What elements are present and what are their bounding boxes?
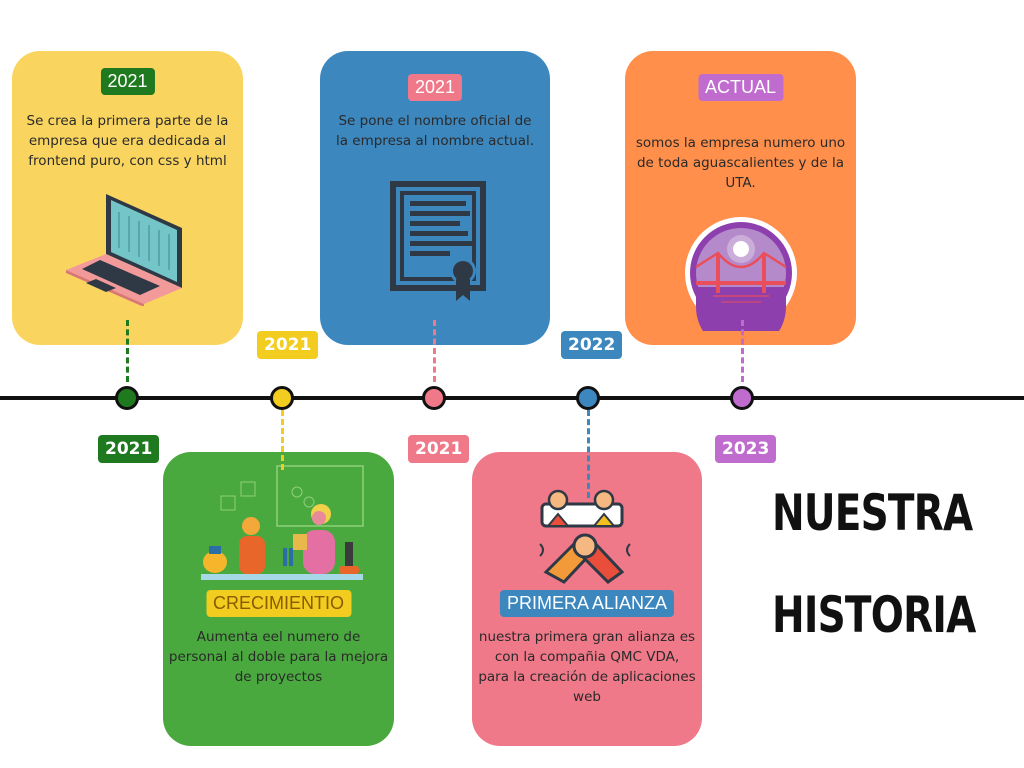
laptop-icon [66, 194, 182, 306]
year-label: 2021 [98, 435, 160, 463]
timeline-node [730, 386, 754, 410]
handshake-icon [539, 489, 631, 584]
card-description: Aumenta eel numero de personal al doble … [168, 629, 389, 685]
card-crecimiento: CRECIMIENTIO Aumenta eel numero de perso… [163, 452, 394, 746]
timeline-node [576, 386, 600, 410]
card-badge: 2021 [407, 74, 463, 101]
timeline-node [115, 386, 139, 410]
card-badge: ACTUAL [697, 74, 784, 101]
card-description: somos la empresa numero uno de toda agua… [635, 135, 846, 191]
lab-team-icon [201, 465, 364, 580]
card-badge: CRECIMIENTIO [205, 590, 352, 617]
title-line-2: HISTORIA [772, 586, 976, 644]
year-label: 2023 [715, 435, 777, 463]
card-description: Se pone el nombre oficial de la empresa … [335, 113, 535, 149]
card-actual: ACTUAL somos la empresa numero uno de to… [625, 51, 856, 345]
card-description: Se crea la primera parte de la empresa q… [26, 113, 229, 169]
connector-line [433, 320, 436, 382]
connector-line [281, 410, 284, 470]
certificate-icon [390, 181, 486, 301]
year-label: 2021 [257, 331, 319, 359]
card-nombre-oficial: 2021 Se pone el nombre oficial de la emp… [320, 51, 550, 345]
card-frontend: 2021 Se crea la primera parte de la empr… [12, 51, 243, 345]
card-badge: 2021 [100, 68, 155, 95]
card-description: nuestra primera gran alianza es con la c… [478, 629, 696, 705]
year-label: 2022 [561, 331, 623, 359]
connector-line [126, 320, 129, 382]
timeline-node [422, 386, 446, 410]
card-badge: PRIMERA ALIANZA [499, 590, 675, 617]
card-primera-alianza: PRIMERA ALIANZA nuestra primera gran ali… [472, 452, 702, 746]
connector-line [587, 410, 590, 498]
title-line-1: NUESTRA [772, 484, 973, 542]
bridge-icon [685, 217, 797, 331]
year-label: 2021 [408, 435, 470, 463]
connector-line [741, 320, 744, 382]
timeline-axis [0, 396, 1024, 400]
timeline-node [270, 386, 294, 410]
